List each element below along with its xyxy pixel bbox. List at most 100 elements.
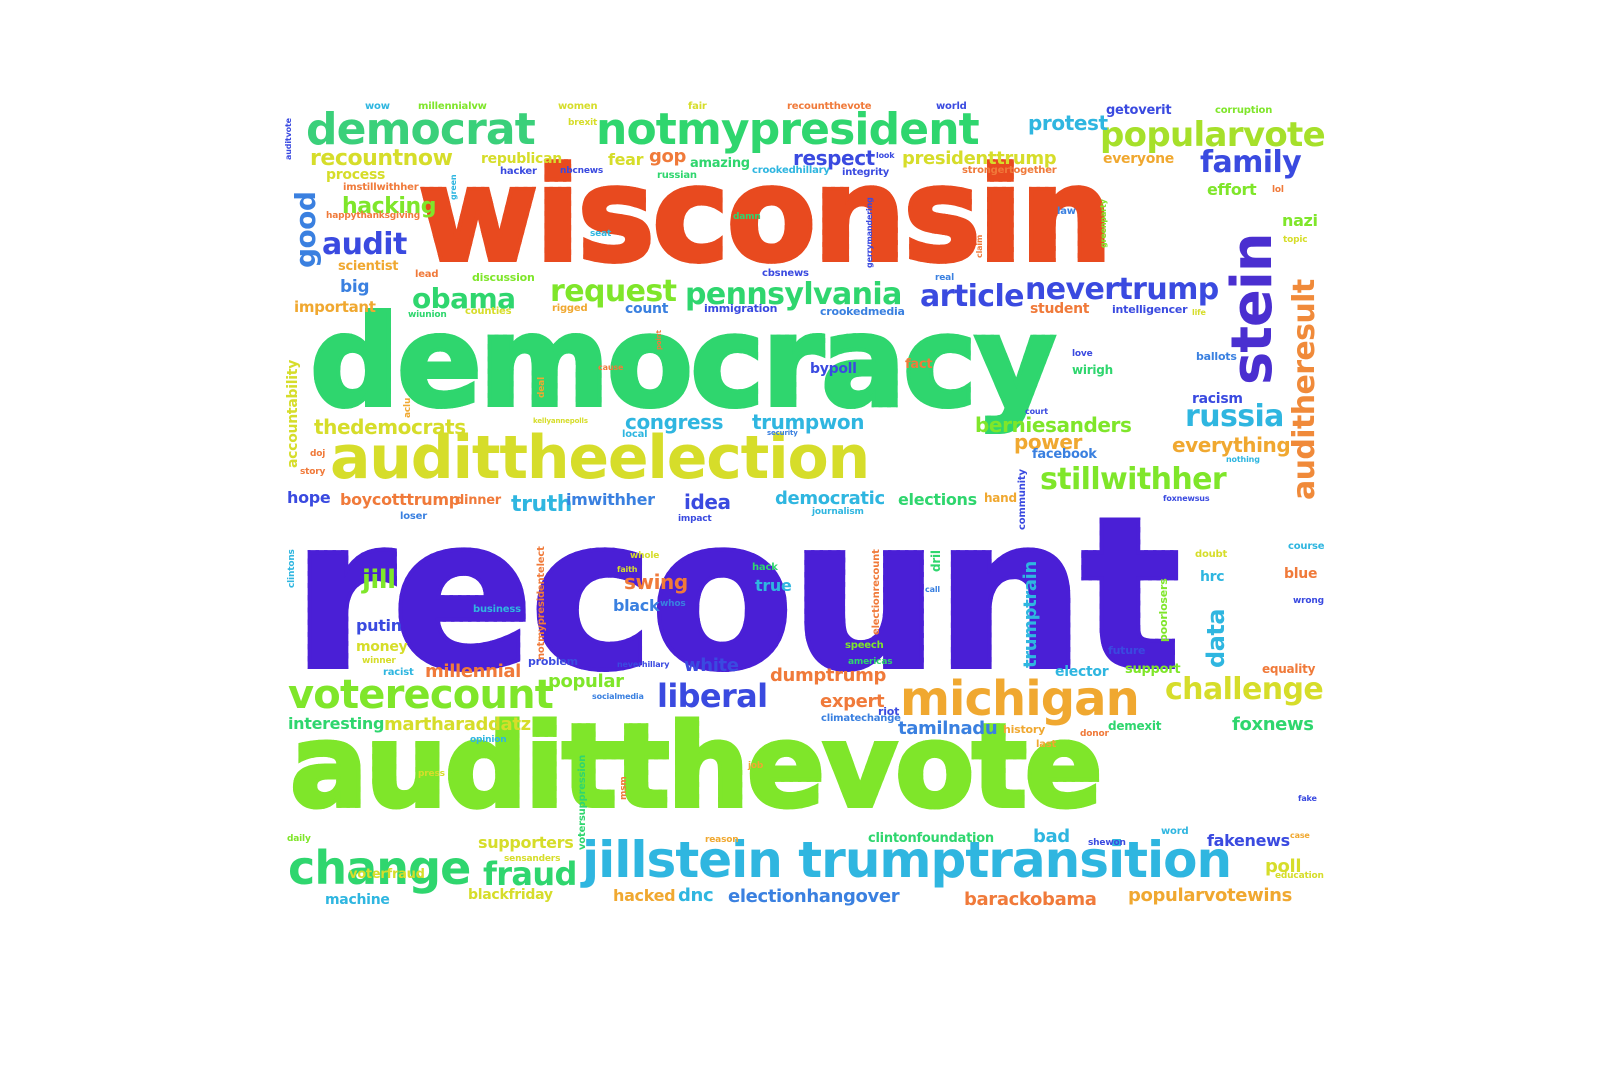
word-riot: riot [878, 705, 900, 718]
word-business: business [473, 604, 521, 615]
word-cause: cause [598, 363, 624, 372]
word-getoverit: getoverit [1106, 103, 1172, 118]
word-green: green [449, 174, 458, 200]
word-audit: audit [322, 227, 407, 262]
word-greenparty: greenparty [1099, 199, 1108, 248]
word-republican: republican [481, 151, 562, 167]
word-accountability: accountability [285, 359, 301, 468]
word-liberal: liberal [657, 677, 768, 715]
word-doubt: doubt [1195, 549, 1228, 560]
word-expert: expert [820, 691, 885, 712]
word-whos: whos [660, 599, 686, 609]
word-martharaddatz: martharaddatz [384, 714, 531, 735]
word-poorlosers: poorlosers [1157, 578, 1170, 642]
word-wisconsin: wisconsin [416, 139, 1115, 291]
word-russia: russia [1185, 399, 1284, 434]
word-demexit: demexit [1108, 719, 1162, 733]
word-electionhangover: electionhangover [728, 886, 900, 907]
word-life: life [1192, 308, 1206, 317]
word-dinner: dinner [455, 493, 501, 508]
word-audittheelection: audittheelection [330, 423, 870, 493]
word-community: community [1017, 469, 1028, 530]
word-claim: claim [975, 234, 984, 258]
word-fraud: fraud [483, 855, 577, 893]
word-crookedmedia: crookedmedia [820, 305, 905, 318]
word-protest: protest [1028, 111, 1108, 135]
word-facebook: facebook [1032, 447, 1097, 462]
word-fake: fake [1298, 794, 1317, 803]
word-intelligencer: intelligencer [1112, 303, 1188, 316]
word-notmypresident: notmypresident [596, 104, 980, 155]
word-fakenews: fakenews [1207, 831, 1290, 850]
word-data: data [1202, 608, 1230, 668]
word-barackobama: barackobama [964, 889, 1097, 910]
word-ballots: ballots [1196, 350, 1237, 363]
word-obama: obama [412, 282, 516, 315]
word-process: process [326, 167, 386, 183]
word-count: count [625, 301, 669, 317]
word-immigration: immigration [704, 302, 778, 315]
word-blackfriday: blackfriday [468, 887, 553, 903]
word-sensanders: sensanders [504, 854, 561, 864]
word-trumptrain: trumptrain [1020, 561, 1041, 668]
word-auditvote: auditvote [284, 118, 293, 160]
word-gerrymandering: gerrymandering [865, 197, 874, 268]
word-job: job [748, 761, 764, 771]
word-reason: reason [705, 835, 739, 845]
word-respect: respect [793, 146, 875, 170]
word-neverhillary: neverhillary [617, 660, 670, 669]
word-putin: putin [356, 616, 402, 635]
word-hack: hack [752, 562, 778, 573]
word-hope: hope [287, 488, 331, 507]
word-voterecount: voterecount [288, 672, 554, 718]
word-jillstein-trumptransition: jillstein trumptransition [582, 831, 1232, 889]
word-last: last [1036, 739, 1057, 750]
word-elections: elections [898, 490, 977, 509]
word-auditheresult: auditheresult [1287, 279, 1322, 500]
word-recountnow: recountnow [310, 146, 453, 171]
word-case: case [1290, 831, 1310, 840]
word-lol: lol [1272, 185, 1284, 195]
word-hand: hand [984, 491, 1017, 505]
word-integrity: integrity [842, 167, 890, 178]
word-true: true [755, 576, 792, 595]
word-blue: blue [1284, 566, 1318, 582]
word-whole: whole [630, 551, 660, 561]
word-pennsylvania: pennsylvania [685, 277, 902, 312]
word-donor: donor [1080, 729, 1109, 739]
word-popularvote: popularvote [1100, 115, 1326, 155]
word-look: look [876, 151, 895, 160]
word-scientist: scientist [338, 259, 399, 274]
word-impact: impact [678, 514, 712, 524]
word-amazing: amazing [690, 156, 750, 171]
word-local: local [622, 429, 648, 440]
word-kellyannepolls: kellyannepolls [533, 417, 588, 425]
word-trumpwon: trumpwon [752, 410, 865, 434]
word-imstillwithher: imstillwithher [343, 182, 419, 193]
word-electionrecount: electionrecount [871, 549, 882, 635]
word-winner: winner [362, 656, 396, 666]
word-hacker: hacker [500, 166, 537, 177]
word-foxnewsus: foxnewsus [1163, 494, 1210, 503]
word-tamilnadu: tamilnadu [898, 718, 998, 739]
word-racist: racist [383, 667, 414, 678]
word-world: world [936, 101, 967, 112]
word-voterfraud: voterfraud [349, 867, 425, 882]
word-fair: fair [688, 101, 707, 112]
word-crookedhillary: crookedhillary [752, 165, 830, 176]
word-nazi: nazi [1282, 211, 1318, 230]
word-challenge: challenge [1165, 672, 1324, 707]
word-course: course [1288, 541, 1325, 552]
word-fear: fear [608, 150, 644, 169]
word-doj: doj [310, 449, 326, 459]
word-everyone: everyone [1103, 151, 1174, 167]
word-big: big [340, 277, 370, 297]
word-seat: seat [590, 229, 612, 239]
word-bypoll: bypoll [810, 361, 857, 377]
word-aclu: aclu [403, 397, 413, 418]
word-nbcnews: nbcnews [560, 166, 604, 176]
word-happythanksgiving: happythanksgiving [326, 211, 421, 221]
word-opinion: opinion [470, 735, 507, 745]
word-socialmedia: socialmedia [592, 692, 644, 701]
